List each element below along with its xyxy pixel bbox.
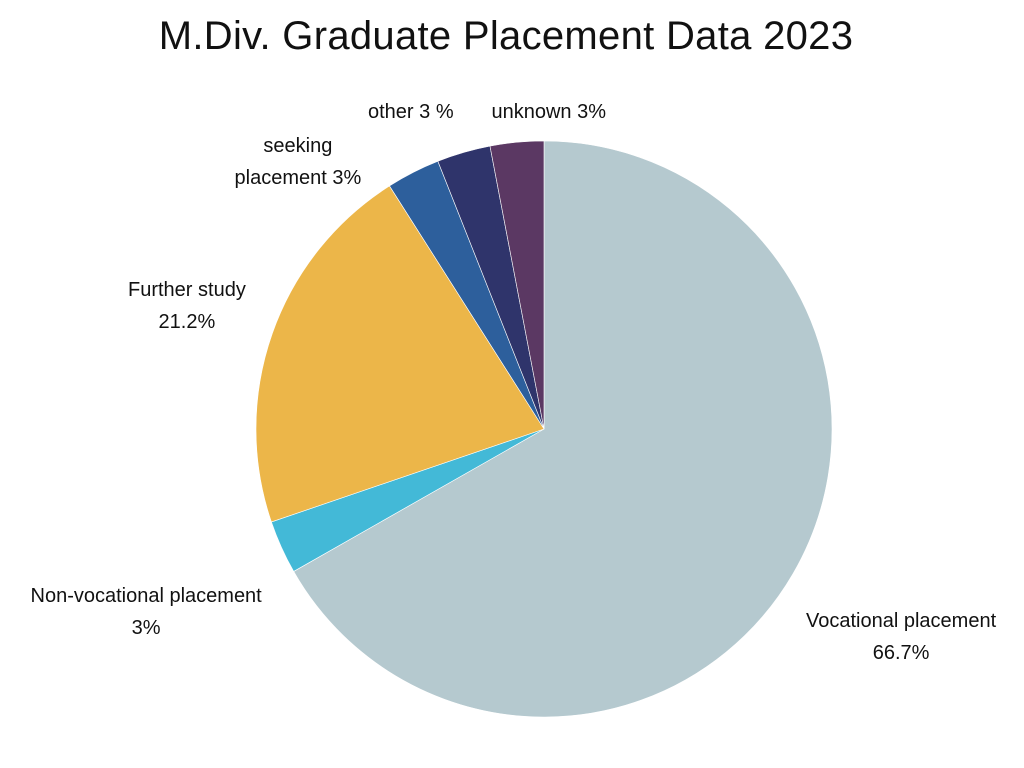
slice-label-line: Vocational placement	[806, 610, 997, 632]
slice-label-line: 66.7%	[872, 642, 930, 664]
slice-label-line: seeking	[263, 135, 333, 157]
slice-label-unknown: unknown 3%	[492, 96, 607, 128]
pie-slice-unknown	[489, 140, 545, 430]
slice-label-line: 3%	[131, 617, 161, 639]
slice-label-line: other 3 %	[368, 101, 454, 123]
slice-label-line: unknown 3%	[491, 101, 607, 123]
pie-slice-further-study	[255, 185, 545, 523]
chart-title: M.Div. Graduate Placement Data 2023	[158, 14, 854, 58]
slice-label-further-study: Further study 21.2%	[128, 274, 246, 338]
slice-label-seeking-placement: seeking placement 3%	[235, 130, 362, 194]
slice-label-vocational-placement: Vocational placement 66.7%	[806, 605, 996, 669]
slice-label-line: placement 3%	[234, 167, 362, 189]
slice-label-line: Further study	[128, 279, 246, 301]
slice-label-non-vocational-placement: Non-vocational placement 3%	[31, 580, 262, 644]
slice-label-line: 21.2%	[158, 311, 216, 333]
pie-slice-vocational-placement	[293, 140, 833, 718]
slice-label-line: Non-vocational placement	[30, 585, 262, 607]
slice-label-other: other 3 %	[368, 96, 454, 128]
